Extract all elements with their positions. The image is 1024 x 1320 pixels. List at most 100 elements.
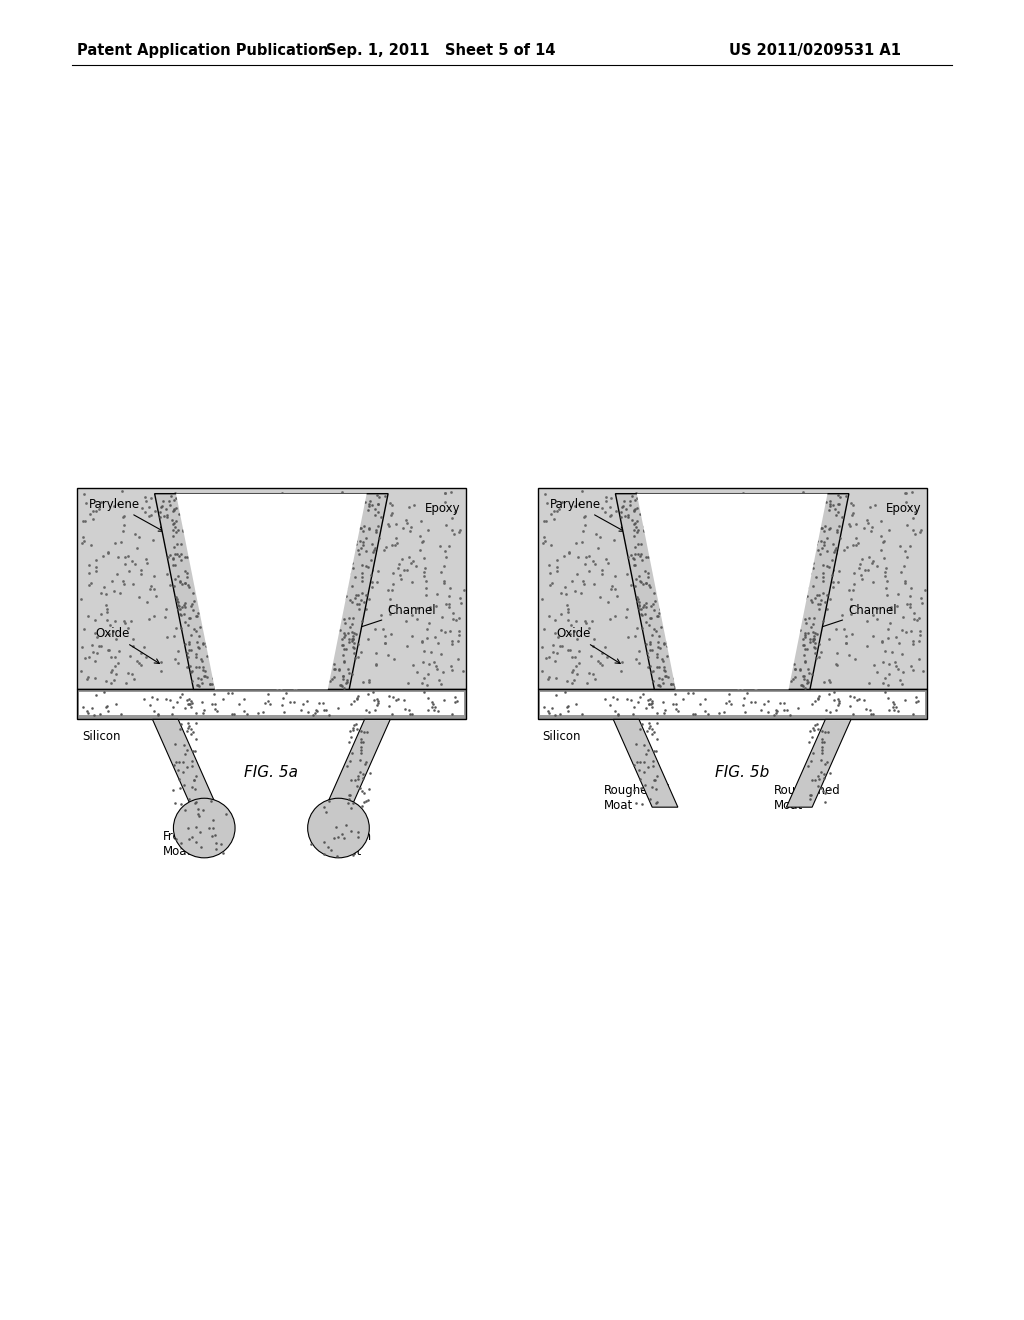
Point [767,573,783,594]
Point [81,574,97,595]
Point [436,572,453,593]
Point [802,721,818,742]
Text: Oxide: Oxide [95,627,160,664]
Point [782,652,799,673]
Point [187,779,204,800]
Point [561,541,578,562]
Point [228,519,245,540]
Point [234,611,251,632]
Point [429,701,445,722]
Point [626,496,642,517]
Point [775,539,792,560]
Point [300,640,316,661]
Point [180,630,197,651]
Point [797,609,813,630]
Point [910,690,927,711]
Point [737,642,754,663]
Point [804,693,820,714]
Point [633,603,649,624]
Point [322,671,338,692]
Point [810,634,826,655]
Point [618,598,635,619]
Point [642,577,658,598]
Point [663,546,679,568]
Point [598,487,614,508]
Point [791,498,807,519]
Point [636,751,652,772]
Point [728,595,744,616]
Point [238,523,254,544]
Point [604,576,621,597]
Point [183,723,200,744]
Point [177,800,194,821]
Point [730,486,746,507]
Point [549,643,565,664]
Point [406,655,422,676]
Point [407,494,423,515]
Point [206,684,222,705]
Point [168,521,184,543]
Point [225,586,242,607]
Point [714,671,730,692]
Point [341,628,357,649]
Point [664,640,680,661]
Point [780,611,797,632]
Point [811,494,827,515]
Point [756,561,772,582]
Point [255,541,271,562]
Point [676,614,692,635]
Point [217,611,233,632]
Point [340,499,356,520]
Point [196,659,212,680]
Point [328,816,344,837]
Point [326,492,342,513]
Point [299,502,315,523]
Point [906,524,923,545]
Point [342,616,358,638]
Point [358,751,375,772]
Point [749,677,765,698]
Point [537,531,553,552]
Point [244,544,260,565]
Point [683,500,699,521]
Point [265,506,282,527]
Point [697,564,714,585]
Point [195,656,211,677]
Point [442,480,459,502]
Point [743,486,760,507]
Point [288,512,304,533]
Point [670,535,686,556]
Point [331,568,347,589]
Point [95,545,112,566]
Point [105,495,122,516]
Point [233,609,250,630]
Point [701,609,718,630]
Point [238,572,254,593]
Point [247,529,263,550]
Point [285,656,301,677]
Text: Epoxy: Epoxy [425,502,461,515]
Point [701,539,718,560]
Point [669,553,685,574]
Point [644,502,660,523]
Point [340,659,356,680]
Point [714,535,730,556]
Point [806,636,822,657]
Point [190,656,207,677]
Point [648,702,665,723]
Point [546,508,562,529]
Point [812,750,828,771]
Point [78,492,94,513]
Point [310,532,327,553]
Point [694,569,711,590]
Point [231,644,248,665]
Point [827,504,844,525]
Point [272,677,289,698]
Point [85,500,101,521]
Point [106,647,123,668]
Point [109,628,125,649]
Text: Sep. 1, 2011   Sheet 5 of 14: Sep. 1, 2011 Sheet 5 of 14 [326,42,555,58]
Point [351,544,368,565]
Point [745,539,762,560]
Point [249,517,265,539]
